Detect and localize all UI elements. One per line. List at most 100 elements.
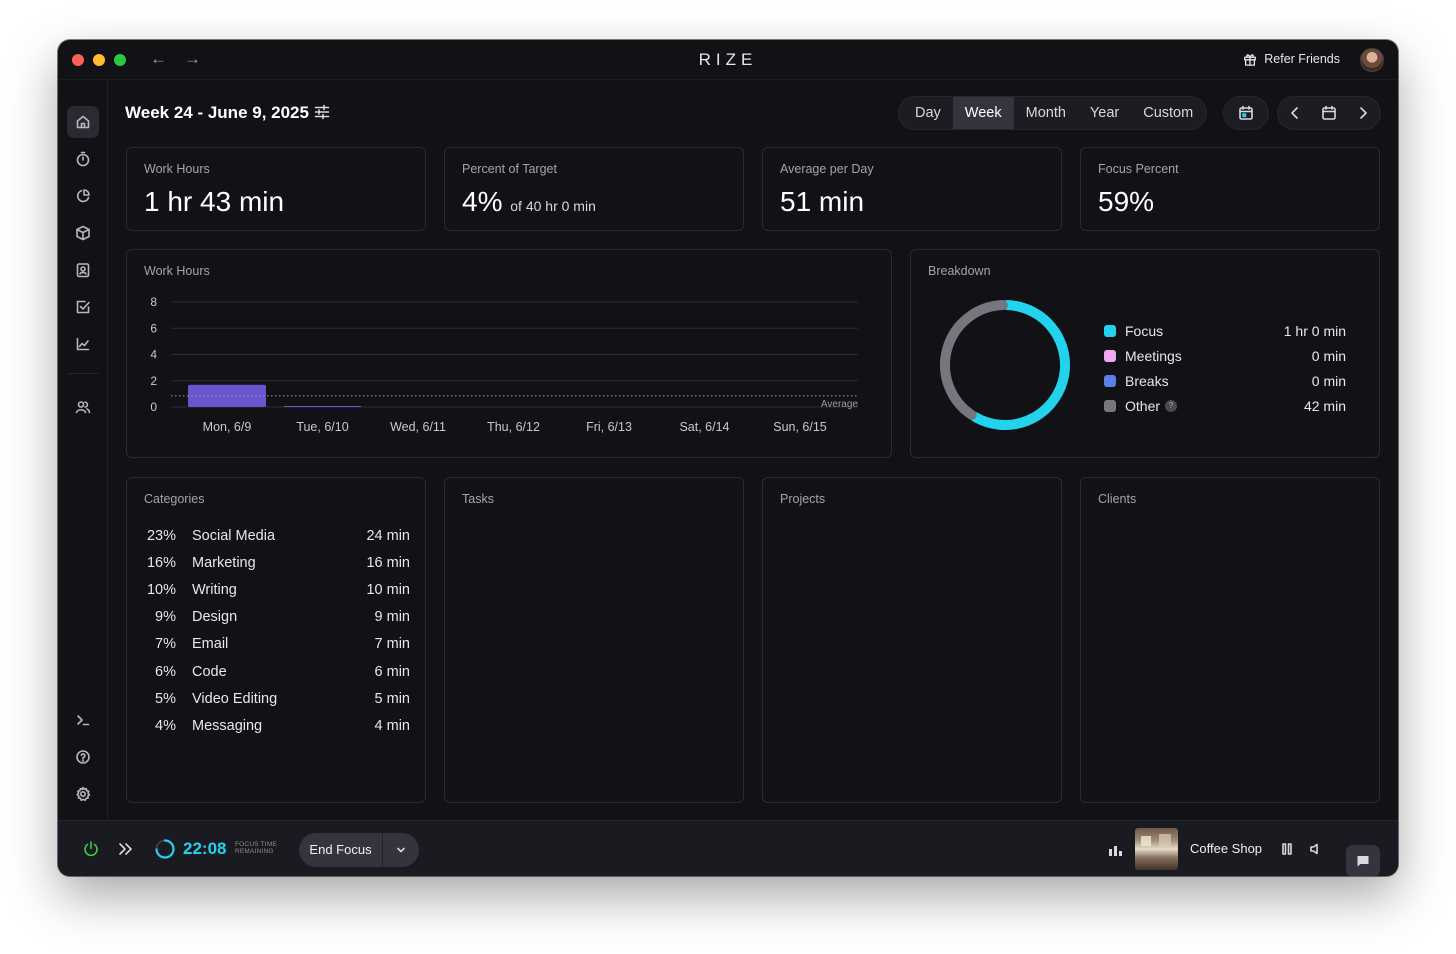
refer-friends-label: Refer Friends <box>1264 52 1340 66</box>
power-icon <box>84 841 98 857</box>
checkbox-icon <box>76 300 90 314</box>
sidebar-divider <box>68 373 98 374</box>
line-chart-icon <box>76 337 90 351</box>
timer-ring-progress <box>155 839 175 859</box>
x-tick-label: Tue, 6/10 <box>296 420 348 434</box>
category-time: 7 min <box>374 636 410 653</box>
sidebar-item-timer[interactable] <box>67 143 99 175</box>
range-day-button[interactable]: Day <box>915 105 941 121</box>
sidebar-item-analytics[interactable] <box>67 328 99 360</box>
timer-caption-line: FOCUS TIME <box>235 841 277 848</box>
help-icon[interactable]: ? <box>1165 399 1178 412</box>
timer-caption-line: REMAINING <box>235 848 274 855</box>
legend-swatch <box>1104 374 1116 387</box>
breakdown-donut-chart <box>940 300 1070 430</box>
stat-label: Percent of Target <box>462 162 557 176</box>
category-row[interactable]: 7% Email 7 min <box>144 631 410 658</box>
legend-name-wrap: Other? <box>1125 398 1304 414</box>
filter-button[interactable] <box>314 104 330 125</box>
sidebar-item-team[interactable] <box>67 391 99 423</box>
chevron-right-icon[interactable] <box>1356 106 1370 120</box>
donut-segment-other[interactable] <box>940 300 1008 420</box>
legend-item-meetings[interactable]: Meetings 0 min <box>1104 343 1346 368</box>
timer-value: 22:08 <box>183 839 227 858</box>
date-range-selector: Day Week Month Year Custom <box>898 96 1208 130</box>
sidebar-item-help[interactable] <box>67 741 99 773</box>
category-percent: 23% <box>146 527 176 544</box>
volume-button[interactable] <box>1309 842 1323 861</box>
close-window-button[interactable] <box>72 54 84 66</box>
home-icon <box>76 115 90 129</box>
stat-value: 59% <box>1098 186 1155 217</box>
calendar-today-button[interactable] <box>1223 96 1269 130</box>
calendar-icon[interactable] <box>1321 105 1337 121</box>
range-custom-button[interactable]: Custom <box>1143 105 1194 121</box>
category-row[interactable]: 5% Video Editing 5 min <box>144 685 410 712</box>
power-button[interactable] <box>82 840 100 863</box>
legend-item-focus[interactable]: Focus 1 hr 0 min <box>1104 318 1346 343</box>
category-row[interactable]: 9% Design 9 min <box>144 604 410 631</box>
zoom-window-button[interactable] <box>114 54 126 66</box>
avatar[interactable] <box>1360 48 1384 72</box>
category-row[interactable]: 10% Writing 10 min <box>144 576 410 603</box>
sidebar-item-tasks[interactable] <box>67 291 99 323</box>
breakdown-legend: Focus 1 hr 0 min Meetings 0 min Breaks 0… <box>1104 318 1346 418</box>
stat-card-focus-percent: Focus Percent 59% <box>1080 147 1380 231</box>
chevron-left-icon[interactable] <box>1288 106 1302 120</box>
stat-label: Average per Day <box>780 162 874 176</box>
sidebar-item-console[interactable] <box>67 704 99 736</box>
category-time: 16 min <box>366 554 410 571</box>
chat-button[interactable] <box>1346 845 1380 876</box>
category-time: 4 min <box>374 717 410 734</box>
range-month-button[interactable]: Month <box>1025 105 1066 121</box>
breakdown-card: Breakdown Focus 1 hr 0 min Meetings 0 mi… <box>910 249 1380 458</box>
minimize-window-button[interactable] <box>93 54 105 66</box>
work-hours-chart: 0 2 4 6 8 Mon, 6/9 Tue, 6/10 Wed, 6/11 Thu, 6/12… <box>150 295 858 434</box>
range-week-button[interactable]: Week <box>952 97 1014 129</box>
soundscape-thumbnail[interactable] <box>1135 828 1178 870</box>
sidebar-item-home[interactable] <box>67 106 99 138</box>
breakdown-label: Breakdown <box>928 264 991 278</box>
x-tick-label: Sat, 6/14 <box>679 420 729 434</box>
back-arrow-icon[interactable]: ← <box>150 49 167 68</box>
legend-item-breaks[interactable]: Breaks 0 min <box>1104 368 1346 393</box>
legend-item-other[interactable]: Other? 42 min <box>1104 393 1346 418</box>
forward-arrow-icon[interactable]: → <box>184 49 201 68</box>
calendar-icon <box>1239 105 1253 120</box>
bar-1[interactable] <box>283 406 362 407</box>
x-tick-label: Fri, 6/13 <box>586 420 632 434</box>
skip-button[interactable] <box>117 840 135 863</box>
tasks-label: Tasks <box>462 492 494 506</box>
end-focus-menu-button[interactable] <box>383 833 419 867</box>
sidebar-item-reports[interactable] <box>67 180 99 212</box>
double-chevron-right-icon <box>119 843 132 855</box>
category-time: 10 min <box>366 581 410 598</box>
sidebar-item-clients[interactable] <box>67 254 99 286</box>
sidebar-item-projects[interactable] <box>67 217 99 249</box>
tasks-card: Tasks <box>444 477 744 803</box>
contact-card-icon <box>76 263 90 278</box>
soundscape-button[interactable] <box>1108 843 1124 862</box>
timer-progress-ring <box>155 839 175 859</box>
clients-card: Clients <box>1080 477 1380 803</box>
legend-name: Breaks <box>1125 372 1169 389</box>
category-row[interactable]: 4% Messaging 4 min <box>144 712 410 739</box>
legend-value: 1 hr 0 min <box>1283 322 1346 339</box>
users-icon <box>75 401 91 414</box>
sidebar-item-settings[interactable] <box>67 778 99 810</box>
end-focus-button[interactable]: End Focus <box>299 833 383 867</box>
stat-card-work-hours: Work Hours 1 hr 43 min <box>126 147 426 231</box>
stat-card-average-per-day: Average per Day 51 min <box>762 147 1062 231</box>
refer-friends-button[interactable]: Refer Friends <box>1243 52 1340 66</box>
donut-segment-focus[interactable] <box>970 300 1070 430</box>
x-tick-label: Sun, 6/15 <box>773 420 827 434</box>
range-year-button[interactable]: Year <box>1089 105 1120 121</box>
stat-value: 51 min <box>780 186 865 217</box>
category-row[interactable]: 23% Social Media 24 min <box>144 522 410 549</box>
category-row[interactable]: 6% Code 6 min <box>144 658 410 685</box>
category-name: Design <box>192 609 238 626</box>
category-row[interactable]: 16% Marketing 16 min <box>144 549 410 576</box>
category-time: 5 min <box>374 690 410 707</box>
speaker-icon <box>1310 843 1318 855</box>
pause-button[interactable] <box>1280 842 1294 861</box>
